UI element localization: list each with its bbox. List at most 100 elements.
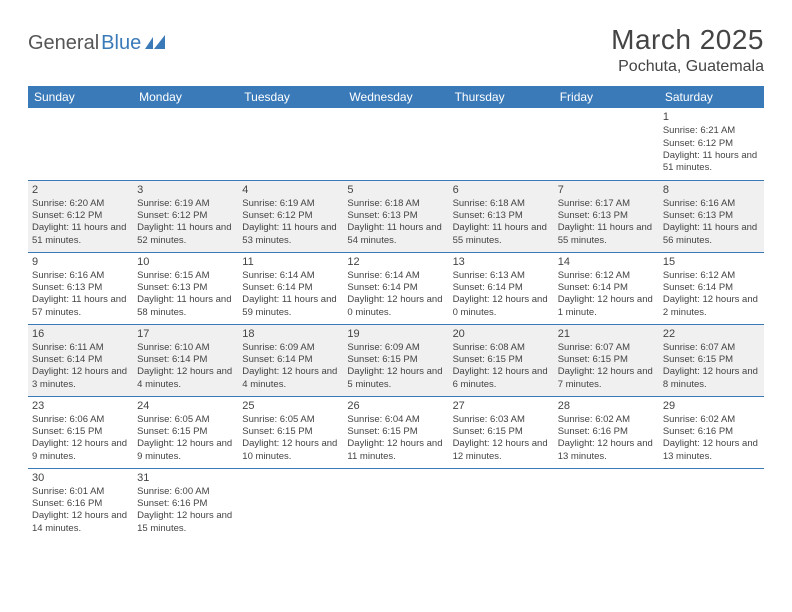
sunset-text: Sunset: 6:12 PM bbox=[242, 210, 339, 222]
sunset-text: Sunset: 6:14 PM bbox=[453, 282, 550, 294]
sunrise-text: Sunrise: 6:03 AM bbox=[453, 414, 550, 426]
day-number: 23 bbox=[32, 399, 129, 413]
daylight-text: Daylight: 12 hours and 1 minute. bbox=[558, 294, 655, 319]
calendar-cell bbox=[238, 468, 343, 540]
day-number: 6 bbox=[453, 183, 550, 197]
daylight-text: Daylight: 12 hours and 12 minutes. bbox=[453, 438, 550, 463]
calendar-cell: 19Sunrise: 6:09 AMSunset: 6:15 PMDayligh… bbox=[343, 324, 448, 396]
daylight-text: Daylight: 12 hours and 9 minutes. bbox=[137, 438, 234, 463]
day-number: 25 bbox=[242, 399, 339, 413]
sunset-text: Sunset: 6:15 PM bbox=[663, 354, 760, 366]
sunrise-text: Sunrise: 6:14 AM bbox=[242, 270, 339, 282]
day-number: 5 bbox=[347, 183, 444, 197]
daylight-text: Daylight: 12 hours and 11 minutes. bbox=[347, 438, 444, 463]
calendar-cell bbox=[238, 108, 343, 180]
col-friday: Friday bbox=[554, 86, 659, 108]
calendar-cell: 6Sunrise: 6:18 AMSunset: 6:13 PMDaylight… bbox=[449, 180, 554, 252]
calendar-cell bbox=[449, 468, 554, 540]
sunrise-text: Sunrise: 6:12 AM bbox=[663, 270, 760, 282]
calendar-cell bbox=[659, 468, 764, 540]
col-saturday: Saturday bbox=[659, 86, 764, 108]
daylight-text: Daylight: 11 hours and 54 minutes. bbox=[347, 222, 444, 247]
sunrise-text: Sunrise: 6:00 AM bbox=[137, 486, 234, 498]
day-number: 4 bbox=[242, 183, 339, 197]
calendar-cell bbox=[554, 108, 659, 180]
daylight-text: Daylight: 12 hours and 13 minutes. bbox=[663, 438, 760, 463]
calendar-cell: 23Sunrise: 6:06 AMSunset: 6:15 PMDayligh… bbox=[28, 396, 133, 468]
daylight-text: Daylight: 11 hours and 53 minutes. bbox=[242, 222, 339, 247]
sunset-text: Sunset: 6:12 PM bbox=[32, 210, 129, 222]
sunset-text: Sunset: 6:14 PM bbox=[558, 282, 655, 294]
sunset-text: Sunset: 6:15 PM bbox=[453, 354, 550, 366]
sunset-text: Sunset: 6:14 PM bbox=[137, 354, 234, 366]
sunset-text: Sunset: 6:15 PM bbox=[242, 426, 339, 438]
day-number: 18 bbox=[242, 327, 339, 341]
sunrise-text: Sunrise: 6:13 AM bbox=[453, 270, 550, 282]
calendar-cell: 4Sunrise: 6:19 AMSunset: 6:12 PMDaylight… bbox=[238, 180, 343, 252]
sunset-text: Sunset: 6:14 PM bbox=[347, 282, 444, 294]
calendar-cell: 26Sunrise: 6:04 AMSunset: 6:15 PMDayligh… bbox=[343, 396, 448, 468]
calendar-cell: 20Sunrise: 6:08 AMSunset: 6:15 PMDayligh… bbox=[449, 324, 554, 396]
sunrise-text: Sunrise: 6:01 AM bbox=[32, 486, 129, 498]
daylight-text: Daylight: 12 hours and 15 minutes. bbox=[137, 510, 234, 535]
sunset-text: Sunset: 6:15 PM bbox=[347, 354, 444, 366]
day-number: 24 bbox=[137, 399, 234, 413]
calendar-cell bbox=[449, 108, 554, 180]
calendar-row: 30Sunrise: 6:01 AMSunset: 6:16 PMDayligh… bbox=[28, 468, 764, 540]
calendar-row: 9Sunrise: 6:16 AMSunset: 6:13 PMDaylight… bbox=[28, 252, 764, 324]
sunset-text: Sunset: 6:12 PM bbox=[137, 210, 234, 222]
day-number: 16 bbox=[32, 327, 129, 341]
day-number: 15 bbox=[663, 255, 760, 269]
day-number: 29 bbox=[663, 399, 760, 413]
sunrise-text: Sunrise: 6:08 AM bbox=[453, 342, 550, 354]
calendar-cell bbox=[343, 108, 448, 180]
calendar-row: 2Sunrise: 6:20 AMSunset: 6:12 PMDaylight… bbox=[28, 180, 764, 252]
calendar-cell: 14Sunrise: 6:12 AMSunset: 6:14 PMDayligh… bbox=[554, 252, 659, 324]
daylight-text: Daylight: 11 hours and 55 minutes. bbox=[558, 222, 655, 247]
sunrise-text: Sunrise: 6:20 AM bbox=[32, 198, 129, 210]
daylight-text: Daylight: 12 hours and 10 minutes. bbox=[242, 438, 339, 463]
flag-icon bbox=[145, 35, 167, 49]
sunrise-text: Sunrise: 6:05 AM bbox=[242, 414, 339, 426]
sunset-text: Sunset: 6:15 PM bbox=[347, 426, 444, 438]
calendar-cell: 5Sunrise: 6:18 AMSunset: 6:13 PMDaylight… bbox=[343, 180, 448, 252]
daylight-text: Daylight: 12 hours and 4 minutes. bbox=[137, 366, 234, 391]
calendar-cell: 2Sunrise: 6:20 AMSunset: 6:12 PMDaylight… bbox=[28, 180, 133, 252]
sunset-text: Sunset: 6:13 PM bbox=[137, 282, 234, 294]
calendar-cell: 16Sunrise: 6:11 AMSunset: 6:14 PMDayligh… bbox=[28, 324, 133, 396]
calendar-cell: 3Sunrise: 6:19 AMSunset: 6:12 PMDaylight… bbox=[133, 180, 238, 252]
day-number: 17 bbox=[137, 327, 234, 341]
calendar-cell: 28Sunrise: 6:02 AMSunset: 6:16 PMDayligh… bbox=[554, 396, 659, 468]
daylight-text: Daylight: 11 hours and 55 minutes. bbox=[453, 222, 550, 247]
sunset-text: Sunset: 6:15 PM bbox=[137, 426, 234, 438]
day-number: 26 bbox=[347, 399, 444, 413]
sunset-text: Sunset: 6:14 PM bbox=[242, 354, 339, 366]
day-number: 11 bbox=[242, 255, 339, 269]
day-number: 19 bbox=[347, 327, 444, 341]
sunset-text: Sunset: 6:13 PM bbox=[453, 210, 550, 222]
sunset-text: Sunset: 6:13 PM bbox=[32, 282, 129, 294]
daylight-text: Daylight: 12 hours and 5 minutes. bbox=[347, 366, 444, 391]
sunrise-text: Sunrise: 6:09 AM bbox=[347, 342, 444, 354]
sunrise-text: Sunrise: 6:18 AM bbox=[347, 198, 444, 210]
calendar-row: 23Sunrise: 6:06 AMSunset: 6:15 PMDayligh… bbox=[28, 396, 764, 468]
sunset-text: Sunset: 6:14 PM bbox=[32, 354, 129, 366]
daylight-text: Daylight: 12 hours and 4 minutes. bbox=[242, 366, 339, 391]
sunrise-text: Sunrise: 6:02 AM bbox=[558, 414, 655, 426]
day-number: 8 bbox=[663, 183, 760, 197]
daylight-text: Daylight: 12 hours and 0 minutes. bbox=[347, 294, 444, 319]
col-thursday: Thursday bbox=[449, 86, 554, 108]
calendar-cell: 15Sunrise: 6:12 AMSunset: 6:14 PMDayligh… bbox=[659, 252, 764, 324]
daylight-text: Daylight: 11 hours and 56 minutes. bbox=[663, 222, 760, 247]
calendar-row: 16Sunrise: 6:11 AMSunset: 6:14 PMDayligh… bbox=[28, 324, 764, 396]
brand-part1: General bbox=[28, 32, 99, 55]
day-number: 7 bbox=[558, 183, 655, 197]
sunset-text: Sunset: 6:13 PM bbox=[347, 210, 444, 222]
title-block: March 2025 Pochuta, Guatemala bbox=[611, 24, 764, 76]
header: GeneralBlue March 2025 Pochuta, Guatemal… bbox=[28, 24, 764, 76]
col-tuesday: Tuesday bbox=[238, 86, 343, 108]
day-number: 13 bbox=[453, 255, 550, 269]
day-number: 12 bbox=[347, 255, 444, 269]
calendar-cell: 30Sunrise: 6:01 AMSunset: 6:16 PMDayligh… bbox=[28, 468, 133, 540]
calendar-cell: 29Sunrise: 6:02 AMSunset: 6:16 PMDayligh… bbox=[659, 396, 764, 468]
